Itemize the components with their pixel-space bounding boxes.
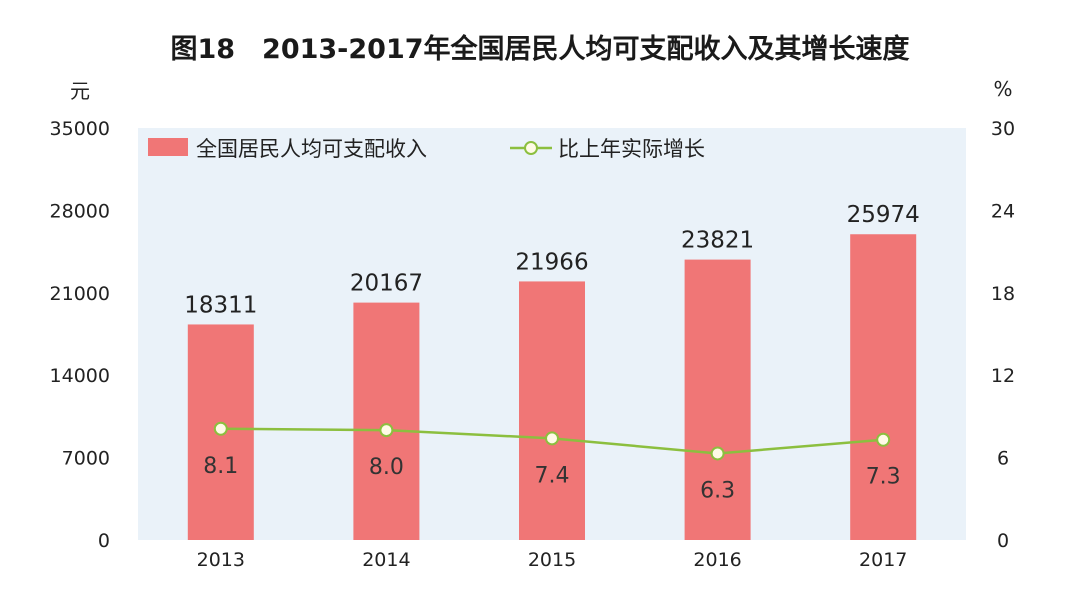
growth-point-2015 xyxy=(545,431,559,446)
x-axis-ticks: 2013 2014 2015 2016 2017 xyxy=(197,549,908,571)
growth-value-label: 8.1 xyxy=(203,454,238,479)
x-tick-label: 2015 xyxy=(528,549,576,571)
bar-value-label: 21966 xyxy=(515,249,588,275)
right-tick-label: 30 xyxy=(991,118,1015,140)
growth-value-label: 7.4 xyxy=(535,463,570,488)
bar-value-label: 18311 xyxy=(184,292,257,318)
bar-value-label: 25974 xyxy=(847,202,920,228)
x-tick-label: 2017 xyxy=(859,549,907,571)
growth-value-label: 8.0 xyxy=(369,455,404,480)
bar-data-labels: 18311 20167 21966 23821 25974 xyxy=(184,202,920,318)
bar-2014 xyxy=(353,302,420,540)
right-axis-ticks: 0 6 12 18 24 30 xyxy=(991,118,1015,552)
x-tick-label: 2016 xyxy=(693,549,741,571)
bar-value-label: 23821 xyxy=(681,228,754,254)
growth-point-2014 xyxy=(379,423,394,438)
left-tick-label: 28000 xyxy=(50,200,110,222)
right-tick-label: 24 xyxy=(991,200,1015,222)
left-tick-label: 35000 xyxy=(50,118,110,140)
left-axis-unit: 元 xyxy=(70,79,90,103)
bar-2016 xyxy=(684,259,751,540)
line-data-labels: 8.1 8.0 7.4 6.3 7.3 xyxy=(203,454,900,504)
growth-point-2013 xyxy=(213,421,228,436)
left-axis-ticks: 0 7000 14000 21000 28000 35000 xyxy=(50,118,110,552)
left-tick-label: 0 xyxy=(98,530,110,552)
right-tick-label: 12 xyxy=(991,365,1015,387)
right-axis-unit: % xyxy=(993,77,1012,101)
x-tick-label: 2013 xyxy=(197,549,245,571)
legend-line-label: 比上年实际增长 xyxy=(558,137,705,161)
bar-2015 xyxy=(519,281,585,540)
x-tick-label: 2014 xyxy=(362,549,410,571)
growth-value-label: 6.3 xyxy=(700,478,735,503)
chart-title: 图18 2013-2017年全国居民人均可支配收入及其增长速度 xyxy=(170,33,909,65)
left-tick-label: 21000 xyxy=(50,283,110,305)
line-series xyxy=(213,421,891,461)
bar-value-label: 20167 xyxy=(350,271,423,297)
right-tick-label: 18 xyxy=(991,283,1015,305)
left-tick-label: 14000 xyxy=(50,365,110,387)
legend: 全国居民人均可支配收入 比上年实际增长 xyxy=(148,137,705,161)
left-tick-label: 7000 xyxy=(62,448,110,470)
legend-bar-swatch xyxy=(148,138,188,156)
right-tick-label: 0 xyxy=(997,530,1009,552)
right-tick-label: 6 xyxy=(997,448,1009,470)
legend-line-marker xyxy=(524,141,538,155)
growth-value-label: 7.3 xyxy=(866,465,901,490)
legend-bar-label: 全国居民人均可支配收入 xyxy=(196,137,427,161)
bar-series xyxy=(187,234,917,541)
growth-point-2016 xyxy=(710,446,725,461)
growth-point-2017 xyxy=(876,432,891,447)
bar-2017 xyxy=(850,234,917,541)
